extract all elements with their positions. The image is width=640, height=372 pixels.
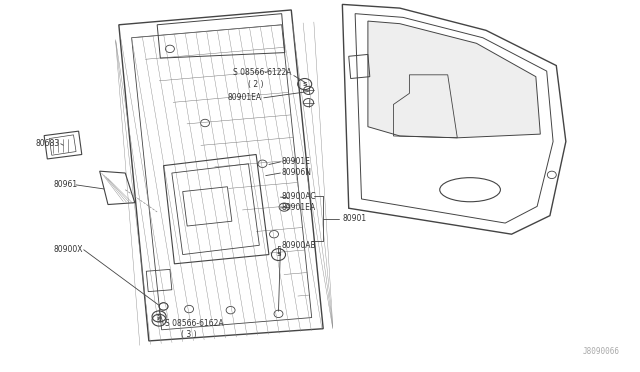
Text: 80901: 80901: [342, 214, 367, 223]
Text: 80901EA: 80901EA: [282, 203, 316, 212]
Text: 80961: 80961: [53, 180, 77, 189]
Text: S: S: [157, 318, 161, 323]
Text: J8090066: J8090066: [583, 347, 620, 356]
Text: S 08566-6122A: S 08566-6122A: [232, 68, 291, 77]
Polygon shape: [368, 21, 540, 138]
Text: ( 3 ): ( 3 ): [181, 330, 197, 340]
Text: S: S: [157, 314, 161, 319]
Text: 80906N: 80906N: [282, 168, 312, 177]
Text: 80683: 80683: [36, 139, 60, 148]
Text: 80901E: 80901E: [282, 157, 310, 166]
Text: S: S: [276, 252, 281, 257]
Text: 80900AC: 80900AC: [282, 192, 316, 201]
Text: S 08566-6162A: S 08566-6162A: [166, 320, 224, 328]
Text: 80900X: 80900X: [53, 244, 83, 253]
Text: S: S: [302, 81, 307, 87]
Text: ( 2 ): ( 2 ): [248, 80, 264, 89]
Text: 80901EA: 80901EA: [227, 93, 262, 102]
Text: 80900AB: 80900AB: [282, 241, 316, 250]
